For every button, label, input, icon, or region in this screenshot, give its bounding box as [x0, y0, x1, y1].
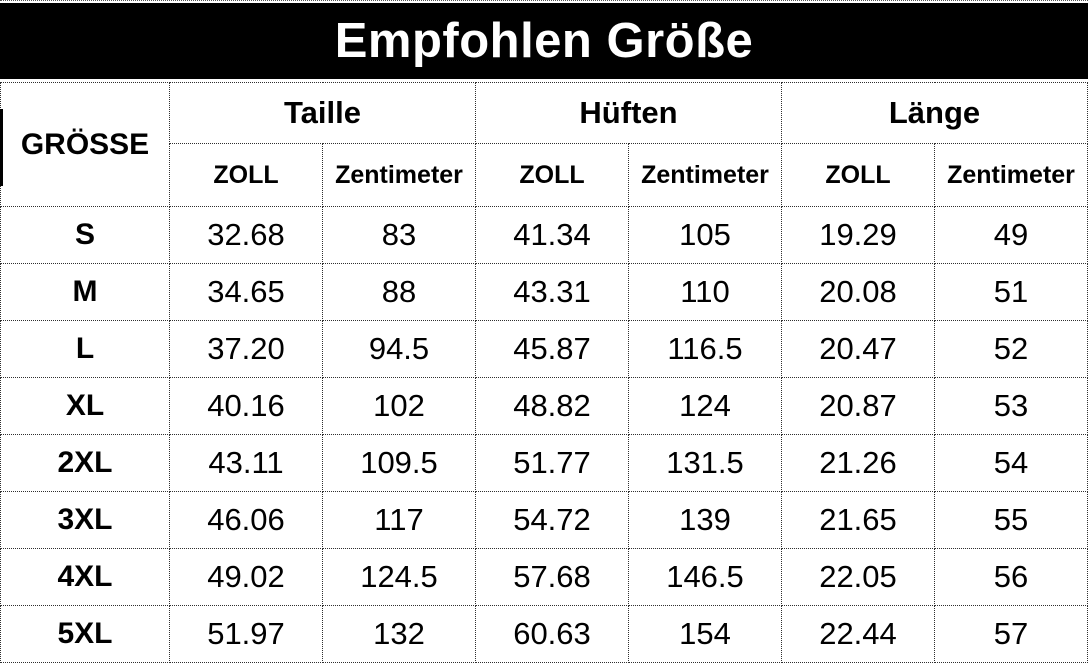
- value-cell: 139: [628, 491, 782, 549]
- value-cell: 94.5: [322, 320, 476, 378]
- value-cell: 21.65: [781, 491, 935, 549]
- sub-header-zoll: ZOLL: [781, 143, 935, 207]
- sub-header-zoll: ZOLL: [169, 143, 323, 207]
- value-cell: 32.68: [169, 206, 323, 264]
- value-cell: 46.06: [169, 491, 323, 549]
- value-cell: 105: [628, 206, 782, 264]
- value-cell: 109.5: [322, 434, 476, 492]
- value-cell: 132: [322, 605, 476, 663]
- value-cell: 60.63: [475, 605, 629, 663]
- sub-header-zentimeter: Zentimeter: [933, 143, 1088, 207]
- sub-header-zentimeter: Zentimeter: [628, 143, 782, 207]
- value-cell: 51: [933, 263, 1088, 321]
- value-cell: 20.08: [781, 263, 935, 321]
- table-row: M 34.65 88 43.31 110 20.08 51: [0, 263, 1088, 321]
- value-cell: 117: [322, 491, 476, 549]
- value-cell: 51.97: [169, 605, 323, 663]
- value-cell: 21.26: [781, 434, 935, 492]
- value-cell: 34.65: [169, 263, 323, 321]
- value-cell: 20.87: [781, 377, 935, 435]
- value-cell: 88: [322, 263, 476, 321]
- value-cell: 54.72: [475, 491, 629, 549]
- value-cell: 56: [933, 548, 1088, 606]
- table-row: 3XL 46.06 117 54.72 139 21.65 55: [0, 491, 1088, 549]
- value-cell: 102: [322, 377, 476, 435]
- size-cell: L: [0, 320, 170, 378]
- value-cell: 83: [322, 206, 476, 264]
- value-cell: 124.5: [322, 548, 476, 606]
- title-band: Empfohlen Größe: [0, 3, 1088, 79]
- value-cell: 57.68: [475, 548, 629, 606]
- size-table: GRÖSSE Taille Hüften Länge ZOLL Zentimet…: [0, 82, 1088, 663]
- size-cell: M: [0, 263, 170, 321]
- value-cell: 37.20: [169, 320, 323, 378]
- value-cell: 19.29: [781, 206, 935, 264]
- value-cell: 51.77: [475, 434, 629, 492]
- value-cell: 48.82: [475, 377, 629, 435]
- table-body: S 32.68 83 41.34 105 19.29 49 M 34.65 88 43.31 110 2…: [0, 206, 1088, 663]
- page-title: Empfohlen Größe: [334, 13, 754, 68]
- left-edge-mark: [0, 109, 3, 186]
- size-cell: 5XL: [0, 605, 170, 663]
- column-header-groesse: GRÖSSE: [0, 82, 170, 207]
- table-row: S 32.68 83 41.34 105 19.29 49: [0, 206, 1088, 264]
- value-cell: 110: [628, 263, 782, 321]
- value-cell: 20.47: [781, 320, 935, 378]
- value-cell: 116.5: [628, 320, 782, 378]
- value-cell: 131.5: [628, 434, 782, 492]
- table-row: XL 40.16 102 48.82 124 20.87 53: [0, 377, 1088, 435]
- table-row: L 37.20 94.5 45.87 116.5 20.47 52: [0, 320, 1088, 378]
- value-cell: 41.34: [475, 206, 629, 264]
- value-cell: 22.44: [781, 605, 935, 663]
- size-cell: S: [0, 206, 170, 264]
- value-cell: 57: [933, 605, 1088, 663]
- value-cell: 154: [628, 605, 782, 663]
- value-cell: 53: [933, 377, 1088, 435]
- size-cell: 4XL: [0, 548, 170, 606]
- size-cell: 3XL: [0, 491, 170, 549]
- value-cell: 40.16: [169, 377, 323, 435]
- value-cell: 49.02: [169, 548, 323, 606]
- group-header-hueften: Hüften: [475, 82, 782, 144]
- sub-header-row: ZOLL Zentimeter ZOLL Zentimeter ZOLL Zen…: [1, 143, 1088, 207]
- group-header-row: GRÖSSE Taille Hüften Länge: [0, 82, 1088, 207]
- value-cell: 49: [933, 206, 1088, 264]
- table-row: 2XL 43.11 109.5 51.77 131.5 21.26 54: [0, 434, 1088, 492]
- value-cell: 43.11: [169, 434, 323, 492]
- sub-header-zoll: ZOLL: [475, 143, 629, 207]
- group-header-taille: Taille: [169, 82, 476, 144]
- value-cell: 22.05: [781, 548, 935, 606]
- value-cell: 124: [628, 377, 782, 435]
- value-cell: 43.31: [475, 263, 629, 321]
- sub-header-zentimeter: Zentimeter: [322, 143, 476, 207]
- table-row: 5XL 51.97 132 60.63 154 22.44 57: [0, 605, 1088, 663]
- group-header-laenge: Länge: [780, 82, 1088, 144]
- value-cell: 52: [933, 320, 1088, 378]
- size-cell: XL: [0, 377, 170, 435]
- table-row: 4XL 49.02 124.5 57.68 146.5 22.05 56: [0, 548, 1088, 606]
- size-cell: 2XL: [0, 434, 170, 492]
- value-cell: 55: [933, 491, 1088, 549]
- value-cell: 146.5: [628, 548, 782, 606]
- value-cell: 54: [933, 434, 1088, 492]
- value-cell: 45.87: [475, 320, 629, 378]
